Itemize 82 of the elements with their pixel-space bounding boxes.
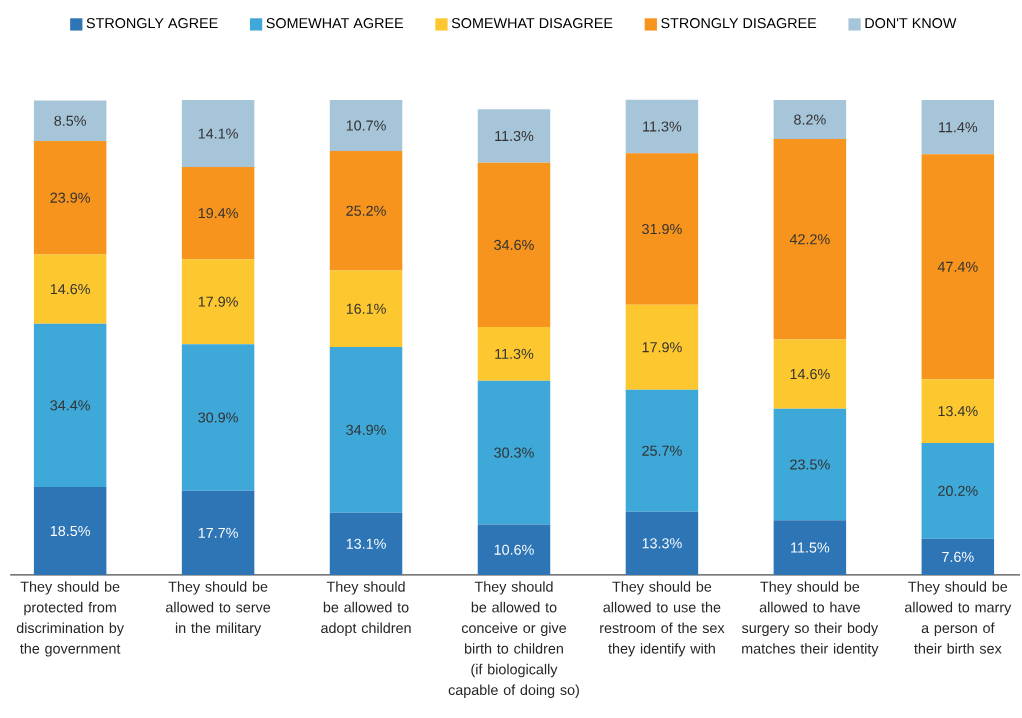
bar — [181, 259, 255, 345]
bar — [477, 524, 551, 575]
bar — [921, 442, 995, 539]
bar — [773, 139, 847, 340]
bar — [773, 520, 847, 575]
bar — [33, 100, 107, 141]
data-label: 11.3% — [643, 121, 682, 132]
data-label: 20.2% — [938, 485, 978, 496]
data-label: 31.9% — [642, 223, 682, 235]
bar — [329, 150, 403, 271]
bar — [625, 99, 699, 154]
data-label: 8.2% — [794, 114, 826, 125]
x-tick-label: They should be allowed to marry a person of their birth sex — [904, 581, 1012, 654]
bar — [33, 487, 107, 575]
data-label: 17.7% — [198, 527, 238, 538]
x-tick-label: They should be allowed to have surgery so their body matches their identity — [741, 581, 879, 657]
data-label: 19.4% — [198, 208, 238, 219]
data-label: 30.9% — [198, 412, 238, 423]
legend-label: STRONGLY AGREE — [86, 18, 218, 29]
x-tick-label: They should be allowed to adopt children — [321, 581, 411, 636]
legend-label: SOMEWHAT AGREE — [266, 18, 404, 29]
bar — [477, 162, 551, 328]
data-label: 17.9% — [198, 296, 238, 307]
data-label: 18.5% — [50, 525, 90, 537]
bar — [773, 339, 847, 409]
bar — [329, 100, 403, 151]
bar — [33, 323, 107, 488]
data-label: 47.4% — [937, 261, 978, 272]
bar — [181, 344, 255, 491]
bar — [329, 347, 403, 513]
data-label: 8.5% — [54, 115, 86, 126]
x-tick-label: They should be protected from discrimination by the government — [16, 581, 124, 657]
data-label: 30.3% — [494, 447, 534, 458]
bar — [477, 380, 551, 525]
bar — [477, 109, 551, 163]
x-tick-label: They should be allowed to serve in the military — [166, 581, 271, 636]
data-label: 14.1% — [198, 128, 238, 139]
data-label: 16.1% — [346, 303, 386, 314]
x-tick-label: They should be allowed to conceive or give birth to children (if biologically capable of doing so) — [448, 581, 579, 698]
data-label: 11.3% — [495, 130, 534, 142]
data-label: 25.2% — [346, 205, 386, 216]
data-label: 34.9% — [346, 424, 386, 435]
bar — [921, 538, 995, 575]
data-label: 17.9% — [642, 342, 682, 353]
legend-label: STRONGLY DISAGREE — [661, 18, 817, 29]
bar — [329, 270, 403, 348]
data-label: 13.4% — [938, 406, 978, 417]
bar — [921, 379, 995, 443]
bar — [181, 167, 255, 260]
bar — [921, 154, 995, 380]
data-label: 13.1% — [346, 538, 386, 549]
legend-label: SOMEWHAT DISAGREE — [451, 18, 613, 29]
bar — [477, 327, 551, 381]
data-label: 23.5% — [790, 459, 830, 470]
bar — [625, 304, 699, 390]
data-label: 10.6% — [494, 544, 534, 555]
bar — [181, 100, 255, 168]
data-label: 34.6% — [494, 239, 534, 251]
bar — [625, 511, 699, 575]
data-label: 11.3% — [495, 348, 534, 359]
bar — [33, 254, 107, 324]
data-label: 10.7% — [346, 120, 386, 131]
bar — [625, 153, 699, 305]
bar — [921, 100, 995, 155]
data-label: 11.4% — [939, 122, 978, 133]
data-label: 23.9% — [50, 192, 90, 203]
data-label: 34.4% — [50, 400, 90, 411]
data-label: 14.6% — [790, 368, 830, 380]
data-label: 7.6% — [942, 551, 974, 562]
data-label: 14.6% — [50, 284, 90, 295]
legend-label: DON'T KNOW — [865, 18, 957, 29]
x-tick-label: They should be allowed to use the restroom of the sex they identify with — [600, 581, 725, 657]
bar — [625, 389, 699, 512]
bar — [773, 408, 847, 521]
bar — [329, 512, 403, 575]
bar — [33, 140, 107, 255]
data-label: 25.7% — [642, 445, 682, 456]
data-label: 13.3% — [642, 538, 682, 549]
data-label: 11.5% — [791, 542, 830, 553]
bar — [773, 100, 847, 140]
data-label: 42.2% — [789, 234, 830, 245]
bar — [181, 490, 255, 575]
